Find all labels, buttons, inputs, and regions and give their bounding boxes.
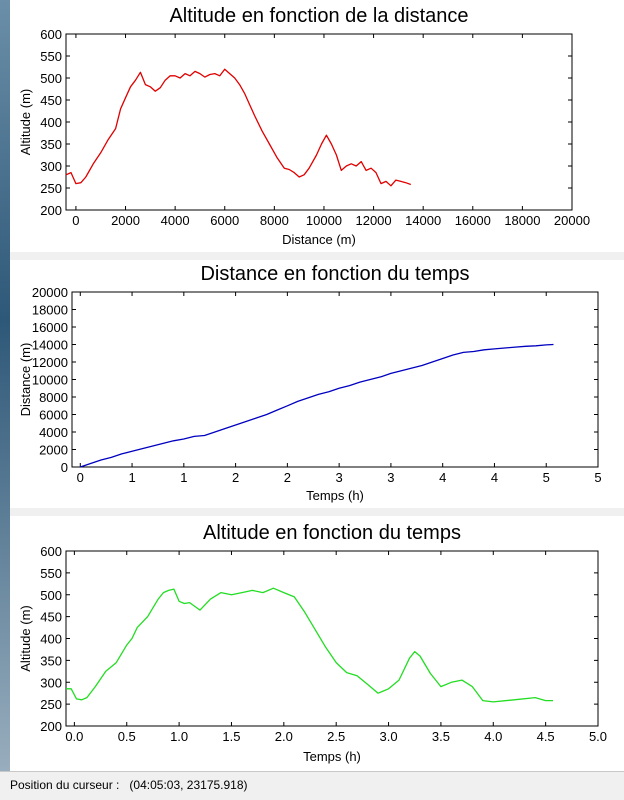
y-tick-label: 350 — [40, 653, 62, 668]
status-bar: Position du curseur : (04:05:03, 23175.9… — [0, 771, 624, 800]
x-tick-label: 20000 — [554, 213, 590, 228]
x-axis-label: Temps (h) — [303, 749, 361, 764]
x-tick-label: 4 — [439, 470, 446, 485]
plot-frame — [65, 33, 573, 211]
x-tick-label: 3 — [387, 470, 394, 485]
x-tick-label: 3 — [336, 470, 343, 485]
x-tick-label: 2.5 — [327, 729, 345, 744]
y-tick-label: 8000 — [39, 390, 68, 405]
y-tick-label: 4000 — [39, 425, 68, 440]
x-tick-label: 4.5 — [537, 729, 555, 744]
x-tick-label: 18000 — [504, 213, 540, 228]
chart-panel-distance-time: Distance en fonction du temps 0 2000 4000 60… — [10, 260, 624, 508]
y-tick-label: 0 — [61, 460, 68, 475]
x-tick-label: 5.0 — [589, 729, 607, 744]
x-tick-label: 4 — [491, 470, 498, 485]
y-tick-label: 300 — [40, 159, 62, 174]
y-tick-label: 600 — [40, 27, 62, 42]
chart-altitude-time: Altitude en fonction du temps 200 250 300 35… — [18, 522, 607, 764]
y-tick-label: 18000 — [32, 303, 68, 318]
x-tick-label: 16000 — [455, 213, 491, 228]
chart-panel-altitude-time: Altitude en fonction du temps 200 250 300 35… — [10, 516, 624, 771]
y-axis-label: Altitude (m) — [18, 605, 33, 671]
y-tick-label: 500 — [40, 71, 62, 86]
panel-divider — [10, 508, 624, 516]
chart-altitude-distance: Altitude en fonction de la distance 200 25… — [18, 5, 590, 247]
y-tick-label: 16000 — [32, 320, 68, 335]
chart-title: Altitude en fonction de la distance — [169, 5, 468, 27]
x-axis-label: Temps (h) — [306, 488, 364, 503]
y-tick-label: 450 — [40, 93, 62, 108]
y-tick-label: 200 — [40, 203, 62, 218]
y-tick-label: 450 — [40, 610, 62, 625]
x-tick-label: 1 — [180, 470, 187, 485]
x-tick-label: 2 — [232, 470, 239, 485]
chart-panel-altitude-distance: Altitude en fonction de la distance 200 25… — [10, 0, 624, 252]
x-tick-label: 0 — [77, 470, 84, 485]
x-tick-label: 5 — [543, 470, 550, 485]
y-tick-label: 400 — [40, 115, 62, 130]
x-tick-label: 1.0 — [170, 729, 188, 744]
x-tick-label: 14000 — [405, 213, 441, 228]
y-axis-label: Altitude (m) — [18, 89, 33, 155]
x-tick-label: 4000 — [161, 213, 190, 228]
y-tick-label: 550 — [40, 566, 62, 581]
cursor-position-value: (04:05:03, 23175.918) — [129, 778, 248, 792]
x-tick-label: 0.0 — [65, 729, 83, 744]
x-tick-label: 12000 — [355, 213, 391, 228]
plot-frame — [71, 291, 599, 468]
y-tick-label: 600 — [40, 544, 62, 559]
y-tick-label: 12000 — [32, 355, 68, 370]
y-tick-label: 20000 — [32, 285, 68, 300]
x-tick-label: 2000 — [111, 213, 140, 228]
x-tick-label: 3.0 — [380, 729, 398, 744]
y-axis-label: Distance (m) — [18, 343, 33, 417]
x-tick-label: 10000 — [306, 213, 342, 228]
chart-title: Distance en fonction du temps — [200, 263, 469, 285]
background-window-edge — [0, 0, 10, 800]
y-tick-label: 2000 — [39, 443, 68, 458]
y-tick-label: 250 — [40, 697, 62, 712]
panel-divider — [10, 252, 624, 260]
x-tick-label: 0 — [72, 213, 79, 228]
x-tick-label: 1.5 — [222, 729, 240, 744]
x-tick-label: 2 — [284, 470, 291, 485]
series-line — [65, 68, 412, 187]
x-tick-label: 1 — [128, 470, 135, 485]
cursor-position-label: Position du curseur : — [10, 778, 120, 792]
x-tick-label: 8000 — [260, 213, 289, 228]
y-tick-label: 200 — [40, 719, 62, 734]
chart-distance-time: Distance en fonction du temps 0 2000 4000 60… — [18, 263, 602, 503]
y-tick-label: 14000 — [32, 338, 68, 353]
x-tick-label: 2.0 — [275, 729, 293, 744]
y-tick-label: 350 — [40, 137, 62, 152]
y-tick-label: 300 — [40, 675, 62, 690]
series-line — [66, 587, 553, 703]
x-axis-label: Distance (m) — [282, 232, 356, 247]
x-tick-label: 5 — [594, 470, 601, 485]
y-tick-label: 6000 — [39, 408, 68, 423]
series-line — [80, 343, 554, 468]
chart-title: Altitude en fonction du temps — [203, 522, 461, 544]
x-tick-label: 4.0 — [484, 729, 502, 744]
y-tick-label: 500 — [40, 588, 62, 603]
y-tick-label: 550 — [40, 49, 62, 64]
y-tick-label: 400 — [40, 632, 62, 647]
x-tick-label: 0.5 — [118, 729, 136, 744]
y-tick-label: 10000 — [32, 373, 68, 388]
y-tick-label: 250 — [40, 181, 62, 196]
x-tick-label: 3.5 — [432, 729, 450, 744]
x-tick-label: 6000 — [210, 213, 239, 228]
